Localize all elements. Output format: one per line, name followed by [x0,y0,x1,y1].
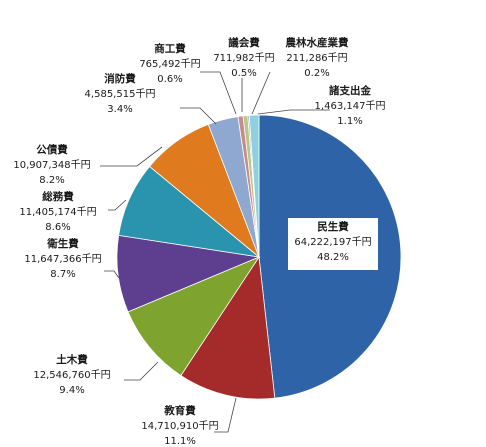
slice-percent-label: 9.4% [59,385,84,396]
slice-percent-label: 8.6% [45,222,70,233]
leader-lines [100,71,330,433]
leader-line [100,146,163,167]
slice-name-label: 公債費 [36,143,68,156]
pie-slices [116,114,402,400]
slice-name-label: 総務費 [42,190,74,203]
slice-percent-label: 8.7% [50,269,75,280]
slice-name-label: 諸支出金 [329,84,371,97]
label-box [288,218,378,270]
slice-value-label: 10,907,348千円 [13,159,90,171]
slice-value-label: 765,492千円 [139,58,200,70]
pie-slice [127,256,261,377]
slice-value-label: 11,647,366千円 [24,253,101,265]
leader-line [257,109,330,115]
slice-name-label: 衛生費 [46,237,79,250]
slice-value-label: 14,710,910千円 [141,420,218,432]
leader-line [180,107,217,125]
slice-name-label: 議会費 [228,36,260,49]
leader-line [214,397,237,433]
slice-labels: 民生費 64,222,197千円 48.2% 教育費 14,710,910千円 11.1%… [13,36,385,447]
slice-name-label: 農林水産業費 [286,36,349,49]
slice-name-label: 消防費 [104,72,136,85]
slice-percent-label: 0.2% [304,68,329,79]
pie-slice [180,255,276,400]
leader-line [200,71,237,115]
slice-name-label: 民生費 [317,220,349,233]
slice-percent-label: 8.2% [39,175,64,186]
slice-value-label: 711,982千円 [213,52,274,64]
slice-percent-label: 3.4% [107,104,132,115]
slice-percent-label: 1.1% [337,116,362,127]
slice-value-label: 12,546,760千円 [33,369,110,381]
slice-name-label: 教育費 [163,404,196,417]
slice-value-label: 4,585,515千円 [85,88,156,100]
slice-name-label: 土木費 [56,353,88,366]
slice-percent-label: 0.6% [157,74,182,85]
leader-line [124,361,159,381]
leader-line [104,270,120,279]
slice-value-label: 1,463,147千円 [315,100,386,112]
leader-line [108,199,127,211]
slice-value-label: 11,405,174千円 [19,206,96,218]
slice-name-label: 商工費 [154,42,186,55]
slice-value-label: 211,286千円 [286,52,347,64]
pie-slice [248,114,260,258]
leader-line [251,71,271,115]
slice-percent-label: 48.2% [317,252,349,263]
slice-value-label: 64,222,197千円 [294,236,371,248]
slice-percent-label: 0.5% [231,68,256,79]
slice-percent-label: 11.1% [164,436,196,447]
